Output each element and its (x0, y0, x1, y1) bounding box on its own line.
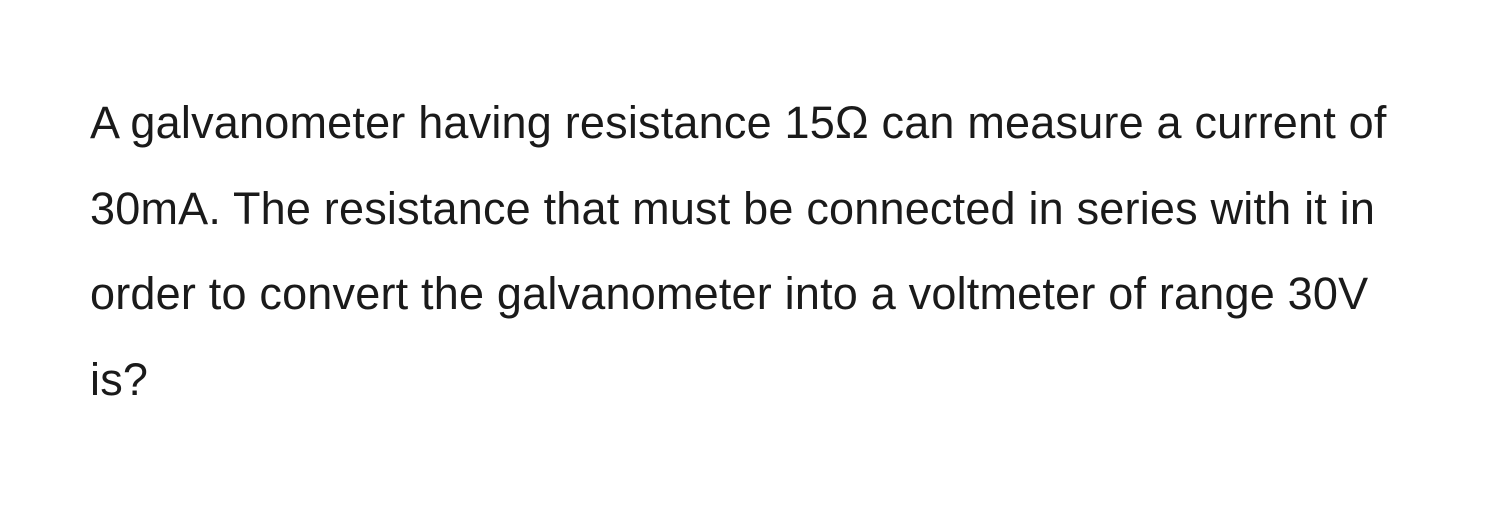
question-text: A galvanometer having resistance 15Ω can… (90, 80, 1410, 422)
